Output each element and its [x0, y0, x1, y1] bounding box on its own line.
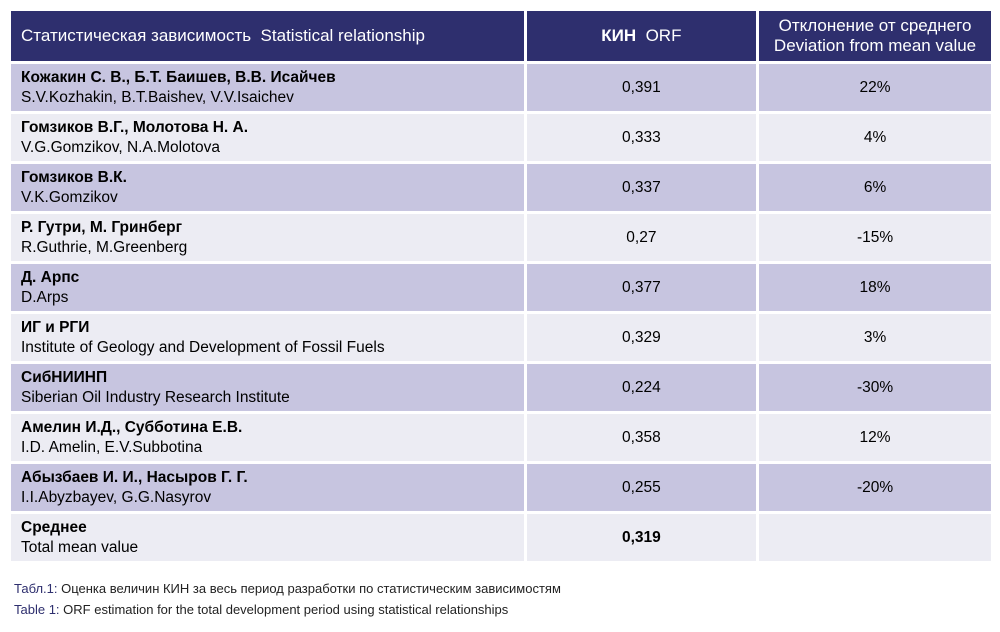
- table-caption: Табл.1: Оценка величин КИН за весь перио…: [14, 578, 561, 620]
- relationship-cell: Гомзиков В.К. V.K.Gomzikov: [11, 164, 524, 211]
- orf-value: 0,27: [526, 214, 757, 261]
- caption-en-text: ORF estimation for the total development…: [59, 602, 509, 617]
- table-row: Д. Арпс D.Arps 0,377 18%: [11, 264, 991, 311]
- header-col2-en: ORF: [645, 26, 682, 45]
- mean-deviation-value: [759, 514, 991, 561]
- orf-table: Статистическая зависимость Statistical r…: [8, 8, 994, 564]
- deviation-value: 6%: [759, 164, 991, 211]
- orf-value: 0,337: [526, 164, 757, 211]
- relationship-cell: ИГ и РГИ Institute of Geology and Develop…: [11, 314, 524, 361]
- orf-value: 0,333: [526, 114, 757, 161]
- header-deviation: Отклонение от среднего Deviation from me…: [759, 11, 991, 61]
- header-col1-en: Statistical relationship: [260, 26, 425, 45]
- author-en: R.Guthrie, M.Greenberg: [21, 238, 188, 256]
- author-ru: ИГ и РГИ: [21, 318, 90, 336]
- author-ru: Амелин И.Д., Субботина Е.В.: [21, 418, 243, 436]
- author-ru: Кожакин С. В., Б.Т. Баишев, В.В. Исайчев: [21, 68, 336, 86]
- relationship-cell: Амелин И.Д., Субботина Е.В. I.D. Amelin, …: [11, 414, 524, 461]
- orf-value: 0,391: [526, 64, 757, 111]
- mean-label-cell: Среднее Total mean value: [11, 514, 524, 561]
- table-row: Амелин И.Д., Субботина Е.В. I.D. Amelin, …: [11, 414, 991, 461]
- author-ru: Р. Гутри, М. Гринберг: [21, 218, 183, 236]
- deviation-value: -20%: [759, 464, 991, 511]
- mean-row: Среднее Total mean value 0,319: [11, 514, 991, 561]
- header-col3-ru: Отклонение от среднего: [778, 16, 972, 35]
- mean-label-ru: Среднее: [21, 518, 87, 536]
- orf-value: 0,377: [526, 264, 757, 311]
- author-en: D.Arps: [21, 288, 69, 306]
- author-en: V.K.Gomzikov: [21, 188, 118, 206]
- relationship-cell: Гомзиков В.Г., Молотова Н. А. V.G.Gomziko…: [11, 114, 524, 161]
- table-row: СибНИИНП Siberian Oil Industry Research I…: [11, 364, 991, 411]
- header-statistical-relationship: Статистическая зависимость Statistical r…: [11, 11, 524, 61]
- deviation-value: 3%: [759, 314, 991, 361]
- author-ru: Гомзиков В.Г., Молотова Н. А.: [21, 118, 249, 136]
- author-ru: Гомзиков В.К.: [21, 168, 127, 186]
- deviation-value: -15%: [759, 214, 991, 261]
- author-en: I.I.Abyzbayev, G.G.Nasyrov: [21, 488, 212, 506]
- caption-en-label: Table 1:: [14, 602, 60, 617]
- caption-en: Table 1: ORF estimation for the total de…: [14, 599, 561, 620]
- relationship-cell: СибНИИНП Siberian Oil Industry Research I…: [11, 364, 524, 411]
- mean-orf-value: 0,319: [621, 528, 661, 546]
- relationship-cell: Абызбаев И. И., Насыров Г. Г. I.I.Abyzbay…: [11, 464, 524, 511]
- author-ru: СибНИИНП: [21, 368, 108, 386]
- deviation-value: -30%: [759, 364, 991, 411]
- caption-ru-label: Табл.1:: [14, 581, 58, 596]
- orf-value: 0,224: [526, 364, 757, 411]
- author-ru: Д. Арпс: [21, 268, 80, 286]
- mean-label-en: Total mean value: [21, 538, 139, 556]
- table-row: Кожакин С. В., Б.Т. Баишев, В.В. Исайчев…: [11, 64, 991, 111]
- table-row: Абызбаев И. И., Насыров Г. Г. I.I.Abyzbay…: [11, 464, 991, 511]
- header-col1-ru: Статистическая зависимость: [21, 26, 252, 45]
- author-en: Institute of Geology and Development of …: [21, 338, 385, 356]
- header-col2-ru: КИН: [601, 26, 637, 45]
- orf-value: 0,255: [526, 464, 757, 511]
- caption-ru: Табл.1: Оценка величин КИН за весь перио…: [14, 578, 561, 599]
- table-row: Р. Гутри, М. Гринберг R.Guthrie, M.Greenb…: [11, 214, 991, 261]
- orf-value: 0,358: [526, 414, 757, 461]
- relationship-cell: Д. Арпс D.Arps: [11, 264, 524, 311]
- deviation-value: 12%: [759, 414, 991, 461]
- orf-value: 0,329: [526, 314, 757, 361]
- author-en: I.D. Amelin, E.V.Subbotina: [21, 438, 203, 456]
- deviation-value: 4%: [759, 114, 991, 161]
- author-ru: Абызбаев И. И., Насыров Г. Г.: [21, 468, 248, 486]
- header-col3-en: Deviation from mean value: [773, 36, 977, 55]
- deviation-value: 18%: [759, 264, 991, 311]
- table-row: Гомзиков В.К. V.K.Gomzikov 0,337 6%: [11, 164, 991, 211]
- mean-orf-cell: 0,319: [526, 514, 757, 561]
- header-orf: КИН ORF: [526, 11, 757, 61]
- relationship-cell: Р. Гутри, М. Гринберг R.Guthrie, M.Greenb…: [11, 214, 524, 261]
- table-row: Гомзиков В.Г., Молотова Н. А. V.G.Gomziko…: [11, 114, 991, 161]
- author-en: S.V.Kozhakin, B.T.Baishev, V.V.Isaichev: [21, 88, 294, 106]
- table-header-row: Статистическая зависимость Statistical r…: [11, 11, 991, 61]
- author-en: Siberian Oil Industry Research Institute: [21, 388, 290, 406]
- author-en: V.G.Gomzikov, N.A.Molotova: [21, 138, 220, 156]
- caption-ru-text: Оценка величин КИН за весь период разраб…: [57, 581, 561, 596]
- relationship-cell: Кожакин С. В., Б.Т. Баишев, В.В. Исайчев…: [11, 64, 524, 111]
- deviation-value: 22%: [759, 64, 991, 111]
- table-row: ИГ и РГИ Institute of Geology and Develop…: [11, 314, 991, 361]
